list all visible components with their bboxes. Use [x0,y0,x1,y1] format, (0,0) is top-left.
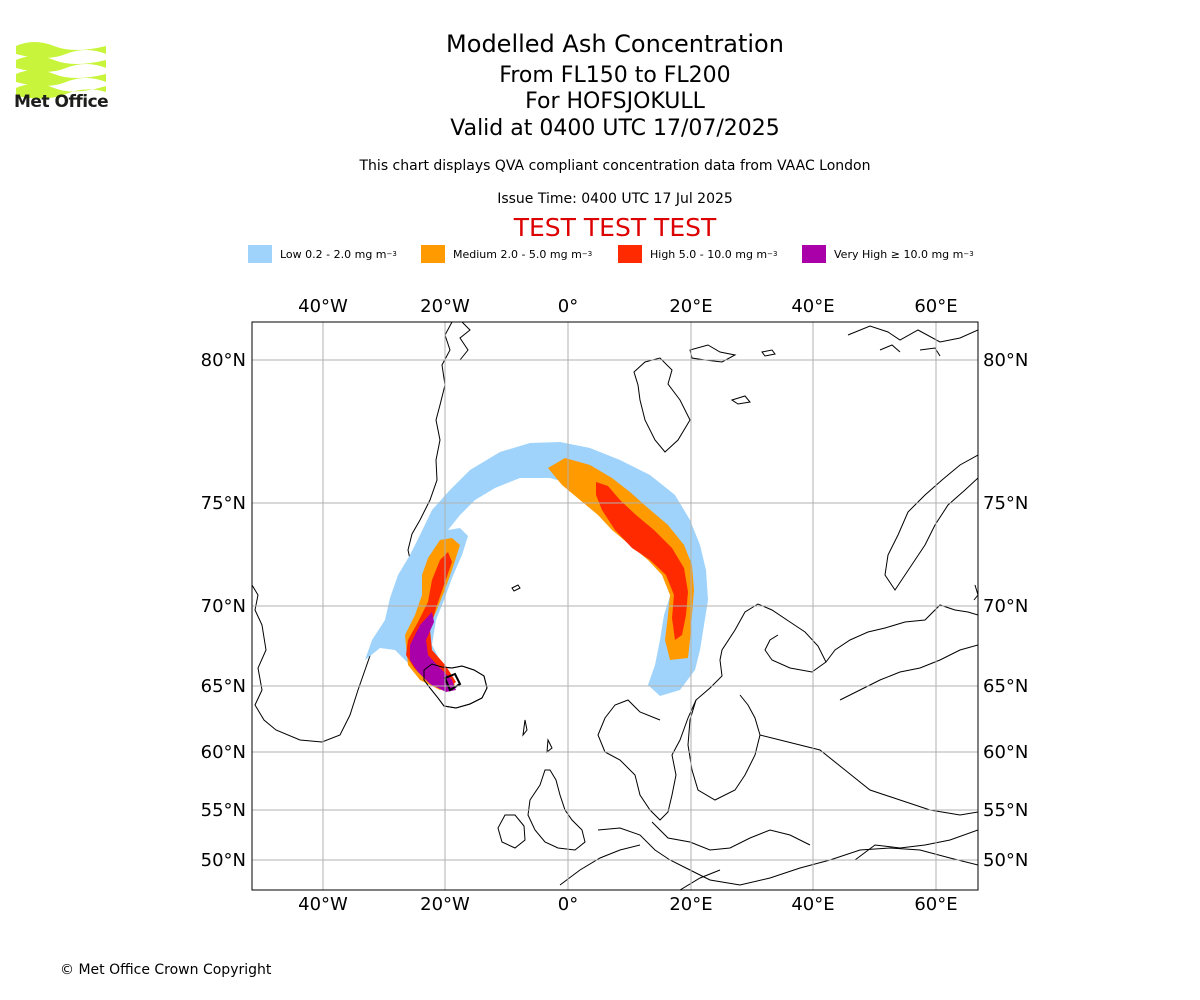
chart-title: Modelled Ash Concentration [446,30,784,58]
lat-label-left: 65°N [201,676,246,697]
legend-label-low: Low 0.2 - 2.0 mg m [280,247,387,261]
lon-label-bottom: 0° [558,894,578,915]
lat-label-left: 50°N [201,850,246,871]
lat-label-right: 60°N [983,742,1028,763]
lon-label-bottom: 40°E [791,894,834,915]
valid-time: Valid at 0400 UTC 17/07/2025 [450,116,780,141]
logo-text: Met Office [14,92,109,112]
lat-label-left: 75°N [201,493,246,514]
legend-swatch-medium [421,245,445,263]
legend-swatch-low [248,245,272,263]
lat-label-left: 60°N [201,742,246,763]
lon-label-top: 0° [558,296,578,317]
test-banner: TEST TEST TEST [513,213,717,242]
legend-label-high: High 5.0 - 10.0 mg m [650,247,768,261]
gridlines [252,322,978,890]
lon-label-top: 20°W [420,296,470,317]
ash-very-high [410,612,456,692]
lon-label-top: 40°W [298,296,348,317]
coastline-scandinavia [597,603,978,821]
subtitle: This chart displays QVA compliant concen… [359,158,871,174]
legend-very-high: Very High ≥ 10.0 mg m −3 [802,244,974,264]
lat-label-left: 55°N [201,800,246,821]
legend-medium: Medium 2.0 - 5.0 mg m −3 [421,244,592,264]
map-frame [251,321,979,891]
legend-label-very-high: Very High ≥ 10.0 mg m [834,247,964,261]
lat-label-right: 70°N [983,596,1028,617]
legend-high: High 5.0 - 10.0 mg m −3 [618,244,777,264]
copyright: © Met Office Crown Copyright [60,962,272,978]
legend-swatch-very-high [802,245,826,263]
legend-label-medium: Medium 2.0 - 5.0 mg m [453,247,582,261]
ash-plume [365,442,708,696]
coastline-greenland-north [459,322,471,361]
coastline-novaya-zemlya [884,454,978,591]
lat-label-right: 65°N [983,676,1028,697]
coastline-britain [527,769,586,851]
lon-label-bottom: 20°W [420,894,470,915]
lat-label-left: 80°N [201,350,246,371]
lat-label-right: 55°N [983,800,1028,821]
lon-label-bottom: 40°W [298,894,348,915]
legend-swatch-high [618,245,642,263]
issue-time: Issue Time: 0400 UTC 17 Jul 2025 [497,191,733,207]
met-office-logo [16,42,106,99]
legend-low: Low 0.2 - 2.0 mg m −3 [248,244,397,264]
lat-label-right: 80°N [983,350,1028,371]
lat-label-left: 70°N [201,596,246,617]
flight-levels: From FL150 to FL200 [499,63,731,88]
coastline-svalbard [633,357,691,453]
lon-label-bottom: 20°E [669,894,712,915]
lon-label-top: 60°E [914,296,957,317]
lon-label-top: 40°E [791,296,834,317]
lon-label-top: 20°E [669,296,712,317]
volcano-name: For HOFSJOKULL [525,89,705,114]
lat-label-right: 50°N [983,850,1028,871]
lon-label-bottom: 60°E [914,894,957,915]
lat-label-right: 75°N [983,493,1028,514]
